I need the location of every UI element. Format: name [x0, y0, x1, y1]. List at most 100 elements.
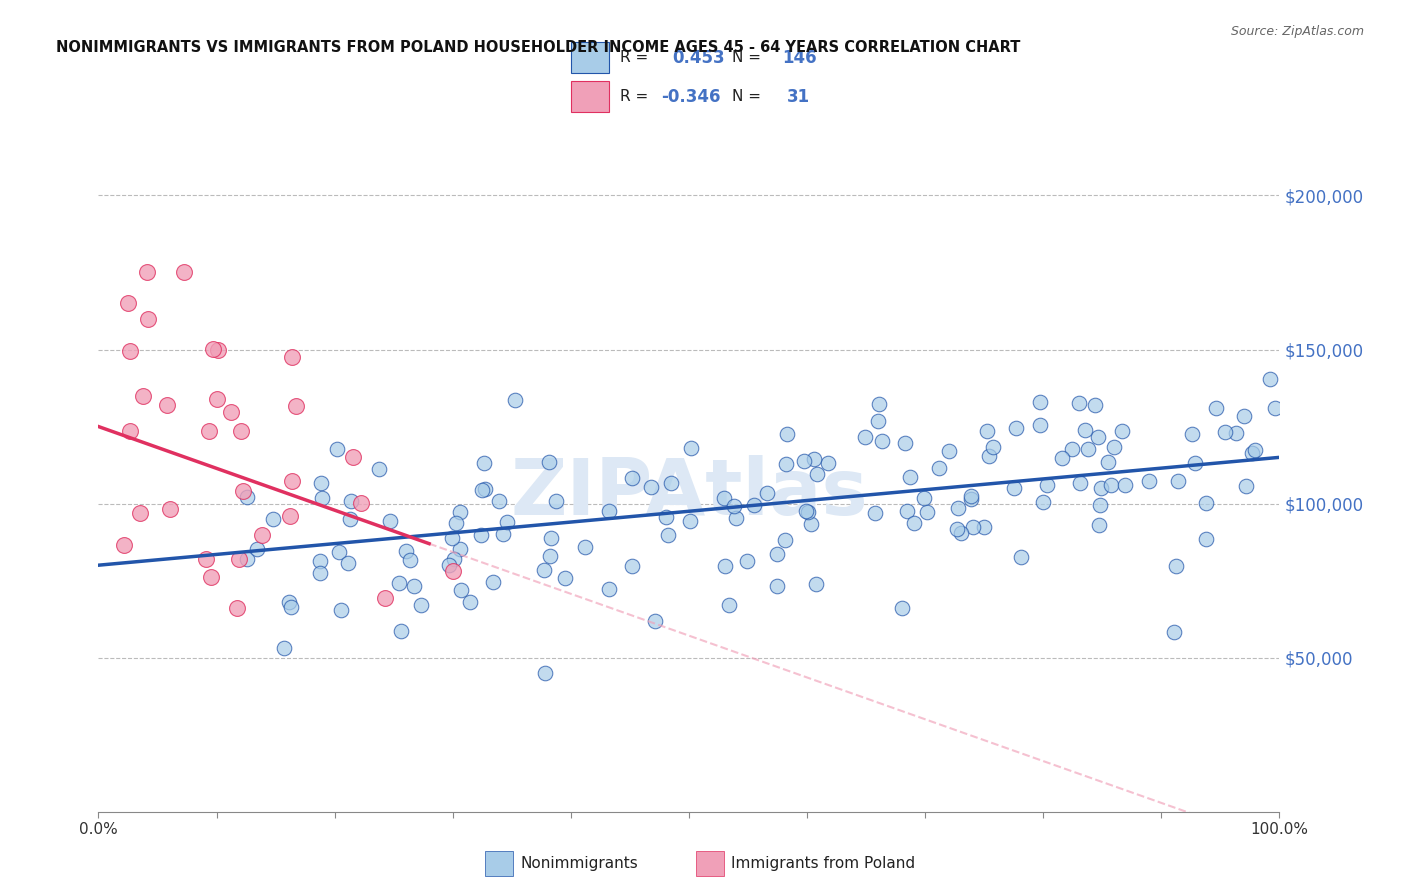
- Point: [159, 502, 181, 516]
- Point: [395, 544, 418, 558]
- Point: [713, 559, 735, 574]
- Point: [1088, 518, 1111, 533]
- Point: [450, 582, 472, 597]
- Point: [1225, 425, 1247, 440]
- Point: [309, 554, 332, 568]
- Point: [471, 483, 494, 498]
- Point: [195, 552, 218, 566]
- Point: [950, 525, 973, 540]
- Point: [118, 343, 141, 358]
- Point: [1090, 481, 1112, 495]
- Point: [803, 452, 825, 467]
- Point: [277, 595, 299, 609]
- Point: [132, 389, 155, 403]
- Point: [928, 460, 950, 475]
- Bar: [571, 43, 609, 73]
- Point: [806, 577, 828, 591]
- Point: [328, 545, 350, 559]
- Point: [470, 528, 492, 542]
- Point: [717, 599, 740, 613]
- Point: [136, 265, 159, 279]
- Point: [1114, 478, 1136, 492]
- Point: [976, 424, 998, 438]
- Point: [775, 457, 797, 471]
- Point: [1104, 440, 1126, 454]
- Point: [460, 595, 482, 609]
- Point: [252, 528, 274, 542]
- Point: [120, 425, 142, 439]
- Point: [544, 494, 567, 508]
- Point: [503, 392, 526, 407]
- Point: [488, 493, 510, 508]
- Point: [474, 456, 496, 470]
- Point: [273, 640, 295, 655]
- Point: [398, 552, 420, 566]
- Point: [136, 311, 159, 326]
- Point: [896, 504, 918, 518]
- Point: [868, 414, 890, 428]
- Point: [723, 500, 745, 514]
- Point: [378, 514, 401, 528]
- Point: [336, 556, 359, 570]
- Text: Nonimmigrants: Nonimmigrants: [520, 856, 638, 871]
- Point: [1029, 418, 1052, 433]
- Point: [766, 579, 789, 593]
- Point: [1258, 372, 1281, 386]
- Point: [640, 480, 662, 494]
- Point: [388, 576, 411, 591]
- Point: [644, 614, 666, 628]
- Point: [794, 503, 817, 517]
- Point: [404, 579, 426, 593]
- Point: [278, 508, 301, 523]
- Text: 0.453: 0.453: [672, 49, 724, 67]
- Point: [1062, 442, 1084, 457]
- Point: [374, 591, 396, 605]
- Point: [1244, 443, 1267, 458]
- Point: [205, 392, 228, 406]
- Point: [713, 491, 735, 505]
- Point: [1050, 450, 1073, 465]
- Point: [655, 509, 678, 524]
- Point: [117, 296, 139, 310]
- Point: [1194, 496, 1216, 510]
- Point: [776, 427, 799, 442]
- Point: [1184, 456, 1206, 470]
- Point: [540, 531, 562, 545]
- Point: [437, 558, 460, 573]
- Point: [797, 505, 820, 519]
- Point: [1213, 425, 1236, 440]
- Text: Immigrants from Poland: Immigrants from Poland: [731, 856, 915, 871]
- Point: [981, 440, 1004, 454]
- Point: [228, 552, 250, 566]
- Point: [817, 456, 839, 470]
- Point: [868, 397, 890, 411]
- Text: R =: R =: [620, 50, 648, 65]
- Text: -0.346: -0.346: [661, 87, 721, 105]
- Point: [339, 512, 361, 526]
- Point: [806, 467, 828, 481]
- Point: [598, 582, 620, 596]
- Text: NONIMMIGRANTS VS IMMIGRANTS FROM POLAND HOUSEHOLDER INCOME AGES 45 - 64 YEARS CO: NONIMMIGRANTS VS IMMIGRANTS FROM POLAND …: [56, 40, 1021, 55]
- Point: [894, 436, 917, 450]
- Point: [973, 520, 995, 534]
- Point: [1077, 442, 1099, 456]
- Text: N =: N =: [733, 50, 762, 65]
- Point: [1137, 474, 1160, 488]
- Point: [284, 400, 307, 414]
- Point: [446, 516, 468, 530]
- Point: [977, 449, 1000, 463]
- Text: R =: R =: [620, 89, 648, 104]
- Point: [538, 549, 561, 563]
- Point: [173, 265, 195, 279]
- Point: [1088, 498, 1111, 512]
- Point: [1032, 494, 1054, 508]
- Point: [960, 492, 983, 507]
- Point: [1029, 394, 1052, 409]
- Point: [948, 500, 970, 515]
- Point: [225, 600, 247, 615]
- Point: [621, 559, 644, 574]
- Point: [201, 342, 224, 356]
- Point: [793, 454, 815, 468]
- Point: [311, 491, 333, 506]
- Text: 146: 146: [782, 49, 817, 67]
